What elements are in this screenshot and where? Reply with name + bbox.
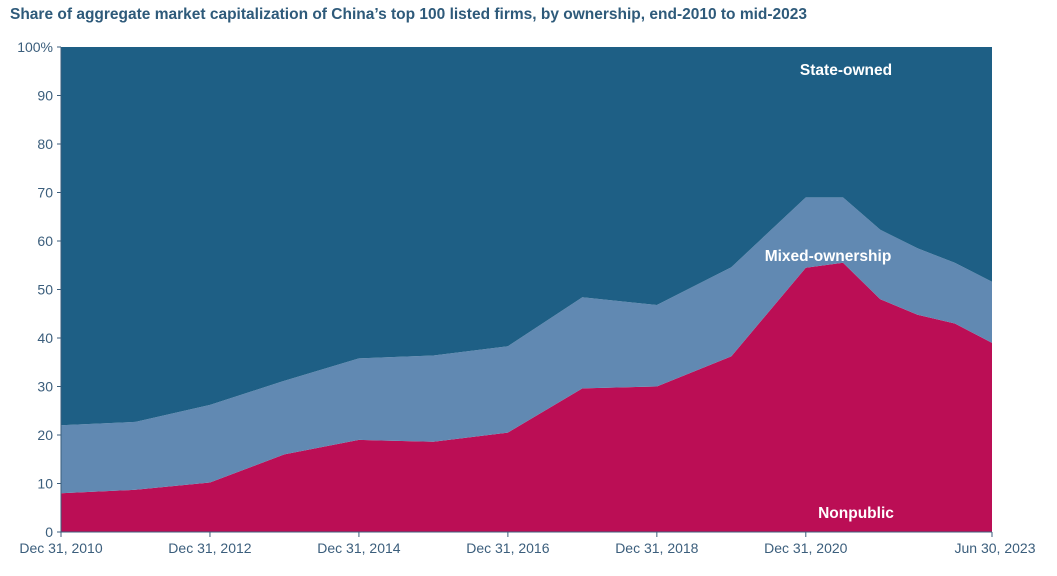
x-tick-label: Dec 31, 2016 bbox=[466, 540, 549, 556]
y-tick-label: 0 bbox=[45, 524, 53, 540]
area-nonpublic bbox=[61, 262, 992, 532]
x-tick-label: Dec 31, 2020 bbox=[764, 540, 847, 556]
x-tick-label: Jun 30, 2023 bbox=[955, 540, 1036, 556]
x-tick-label: Dec 31, 2018 bbox=[615, 540, 698, 556]
y-tick-label: 100% bbox=[17, 39, 53, 55]
x-tick-label: Dec 31, 2010 bbox=[19, 540, 102, 556]
series-label-mixed-ownership: Mixed-ownership bbox=[765, 248, 892, 265]
y-tick-label: 50 bbox=[37, 282, 53, 298]
series-label-nonpublic: Nonpublic bbox=[818, 505, 894, 522]
series-label-state-owned: State-owned bbox=[800, 62, 892, 79]
y-tick-label: 90 bbox=[37, 88, 53, 104]
y-tick-label: 20 bbox=[37, 427, 53, 443]
y-tick-label: 60 bbox=[37, 233, 53, 249]
y-tick-label: 30 bbox=[37, 379, 53, 395]
y-tick-label: 80 bbox=[37, 136, 53, 152]
chart-title: Share of aggregate market capitalization… bbox=[10, 6, 808, 23]
y-tick-label: 40 bbox=[37, 330, 53, 346]
area-mixed-ownership bbox=[61, 197, 992, 494]
area-state-owned bbox=[61, 47, 992, 426]
y-tick-label: 70 bbox=[37, 185, 53, 201]
areas-layer bbox=[61, 47, 992, 532]
series-labels-layer: State-owned Mixed-ownership Nonpublic bbox=[765, 62, 895, 522]
y-tick-label: 10 bbox=[37, 476, 53, 492]
x-tick-label: Dec 31, 2014 bbox=[317, 540, 400, 556]
x-tick-label: Dec 31, 2012 bbox=[168, 540, 251, 556]
axes-layer: 0 10 20 30 40 50 60 70 80 90 100% Dec 31, 2010 Dec 3… bbox=[17, 39, 1036, 556]
